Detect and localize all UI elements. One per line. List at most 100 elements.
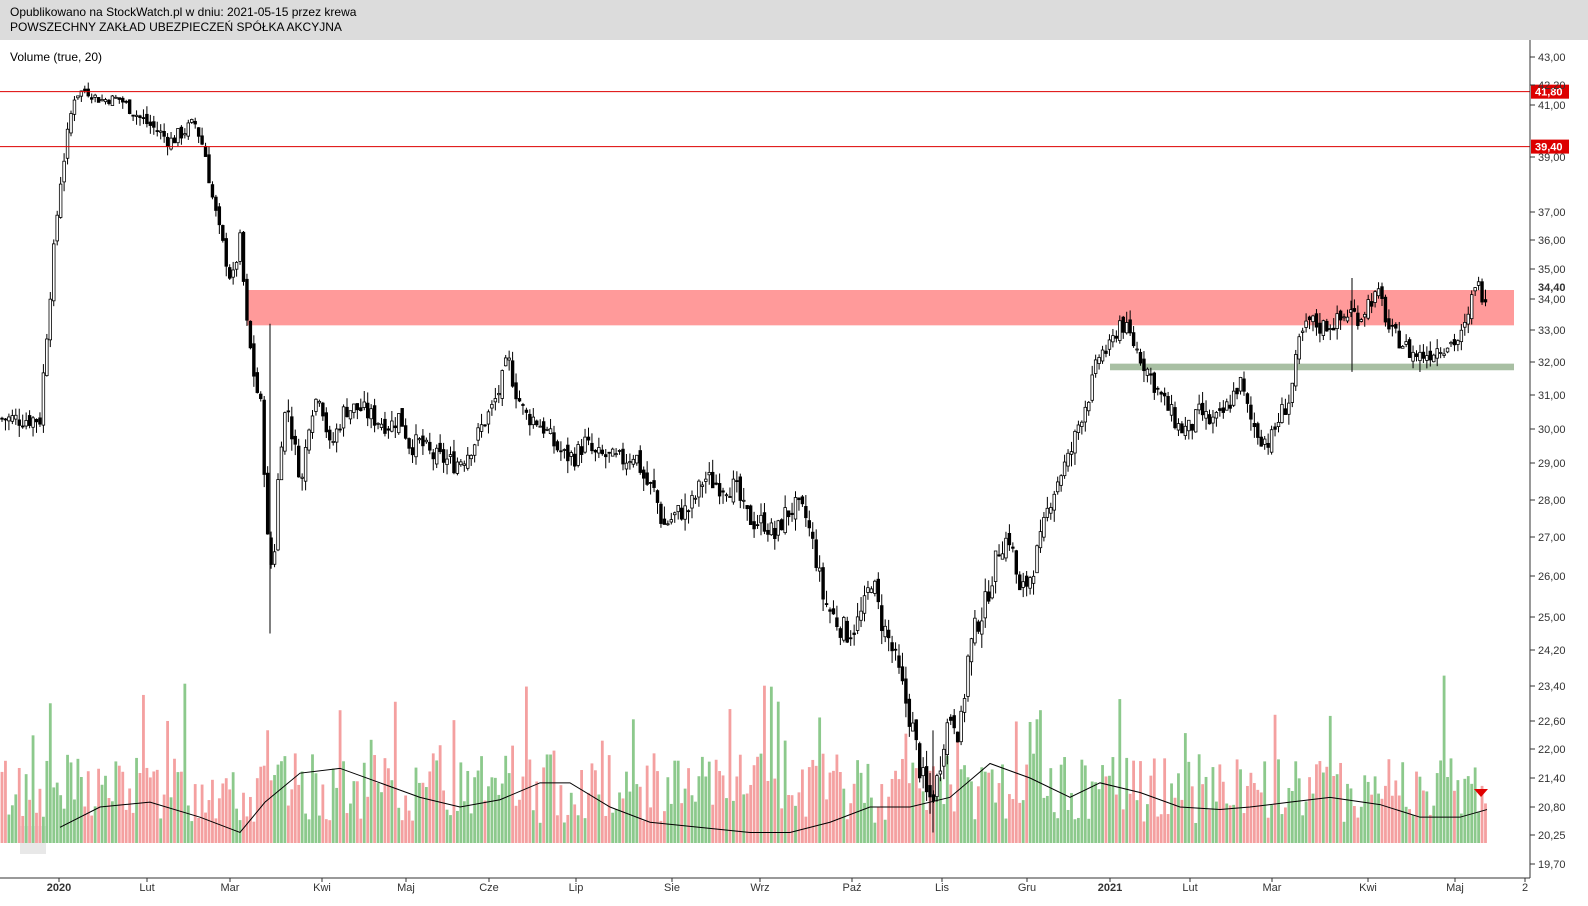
volume-bar — [462, 801, 466, 843]
volume-bar — [556, 815, 559, 843]
volume-bar — [1456, 780, 1460, 843]
candle — [438, 434, 442, 455]
y-tick-label: 34,00 — [1538, 294, 1566, 306]
candle — [938, 756, 943, 782]
volume-bar — [1025, 764, 1029, 843]
candle — [1228, 394, 1232, 413]
candle — [880, 594, 884, 645]
volume-bar — [262, 765, 266, 843]
volume-bar — [528, 759, 532, 843]
candle — [1207, 409, 1212, 425]
volume-bar — [1125, 757, 1129, 843]
volume-bar — [621, 798, 625, 843]
volume-bar — [735, 776, 739, 843]
candle — [1401, 344, 1405, 349]
volume-bar — [856, 760, 859, 843]
volume-bar — [959, 769, 963, 843]
volume-bar — [1380, 798, 1384, 843]
volume-bar — [1045, 795, 1049, 843]
candle — [1169, 394, 1174, 422]
candle — [918, 741, 922, 783]
resistance-tag-2 — [1531, 139, 1569, 154]
volume-bar — [235, 808, 238, 843]
volume-bar — [300, 771, 304, 843]
candle — [1345, 309, 1350, 324]
volume-bar — [331, 768, 335, 843]
volume-bar — [1183, 733, 1187, 843]
volume-bar — [269, 780, 273, 843]
volume-bar — [1280, 814, 1284, 843]
candle — [1366, 294, 1370, 321]
candle — [300, 473, 304, 491]
volume-bar — [514, 805, 518, 843]
volume-bar — [587, 792, 590, 843]
volume-bar — [0, 771, 4, 843]
candle — [907, 693, 912, 737]
volume-bar — [1149, 775, 1153, 843]
candle — [365, 392, 370, 427]
volume-bar — [1259, 792, 1263, 843]
candle — [62, 153, 66, 192]
candle — [862, 585, 867, 622]
volume-bar — [142, 694, 145, 843]
x-tick-label: Sie — [664, 882, 680, 894]
candle — [1121, 315, 1125, 339]
candle — [1031, 570, 1036, 595]
volume-bar — [738, 754, 742, 843]
candle — [372, 398, 377, 433]
candle — [1162, 387, 1167, 406]
volume-bar — [1294, 761, 1298, 843]
volume-bar — [55, 782, 59, 843]
volume-bar — [252, 821, 256, 843]
volume-bar — [411, 820, 414, 843]
volume-bar — [1480, 785, 1484, 843]
volume-bar — [342, 761, 345, 843]
candle — [1231, 382, 1236, 408]
volume-bar — [545, 754, 549, 843]
volume-bar — [1439, 760, 1443, 843]
volume-bar — [1021, 800, 1025, 843]
publish-info: Opublikowano na StockWatch.pl w dniu: 20… — [10, 5, 357, 19]
candle — [824, 590, 829, 608]
volume-bar — [769, 686, 773, 843]
volume-bar — [159, 818, 163, 843]
candle — [797, 497, 801, 511]
candle — [141, 109, 146, 125]
volume-bar — [783, 740, 787, 843]
volume-bar — [1401, 762, 1405, 843]
volume-bar — [904, 733, 908, 843]
volume-bar — [687, 768, 690, 843]
volume-bar — [1377, 793, 1380, 843]
candle — [293, 429, 297, 456]
volume-bar — [580, 770, 583, 843]
volume-bar — [131, 812, 135, 843]
volume-bar — [1204, 776, 1208, 843]
volume-bar — [1087, 818, 1091, 843]
candle — [1176, 418, 1181, 437]
volume-bar — [963, 765, 966, 843]
volume-bar — [1415, 771, 1418, 843]
candle — [1149, 367, 1153, 385]
y-tick-label: 31,00 — [1538, 390, 1566, 402]
candle — [904, 666, 908, 718]
volume-bar — [673, 760, 677, 843]
candle — [793, 491, 798, 531]
volume-bar — [24, 774, 28, 843]
y-tick-label: 42,20 — [1538, 80, 1566, 92]
volume-bar — [107, 798, 111, 843]
volume-bar — [1146, 804, 1149, 843]
volume-bar — [614, 809, 618, 843]
volume-bar — [200, 784, 204, 843]
candle — [886, 619, 891, 652]
candle — [1404, 334, 1408, 348]
candle — [1476, 276, 1481, 291]
volume-bar — [138, 773, 142, 843]
volume-bar — [1287, 787, 1291, 843]
candle — [552, 425, 556, 454]
volume-bar — [1121, 809, 1125, 843]
volume-bar — [1159, 814, 1163, 843]
volume-bar — [1373, 776, 1377, 843]
candle — [455, 457, 460, 476]
candle — [452, 439, 456, 475]
volume-bar — [387, 768, 390, 843]
